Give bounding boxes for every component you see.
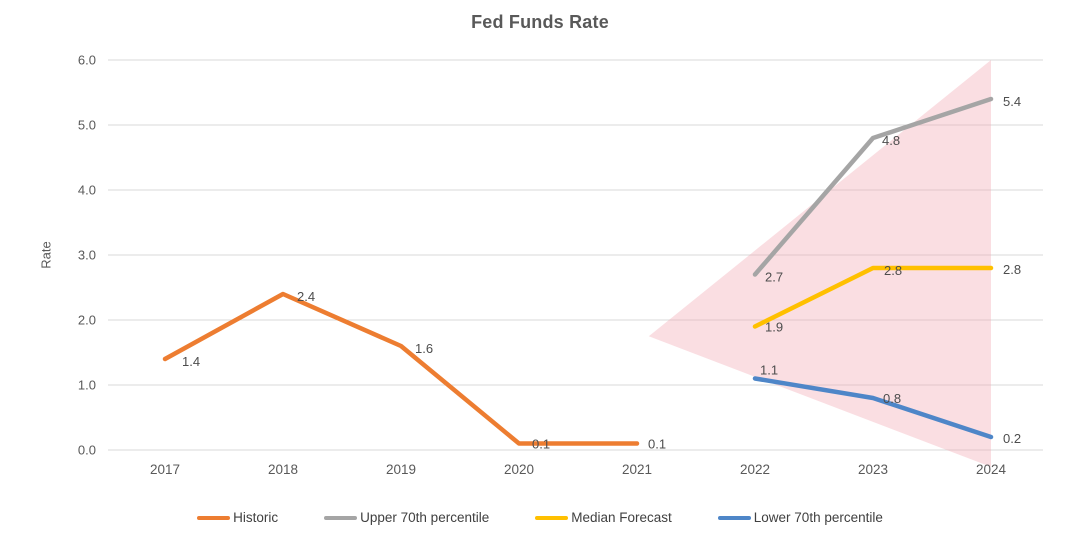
data-label: 0.2	[1003, 431, 1021, 446]
data-label: 2.8	[884, 263, 902, 278]
y-tick-label: 6.0	[78, 53, 96, 68]
y-tick-label: 4.0	[78, 183, 96, 198]
series-line-2	[752, 265, 994, 329]
data-label: 1.9	[765, 320, 783, 335]
data-label: 0.1	[532, 437, 550, 452]
x-tick-label: 2020	[504, 462, 534, 477]
y-tick-label: 3.0	[78, 248, 96, 263]
legend-label: Upper 70th percentile	[360, 510, 490, 525]
data-label: 0.1	[648, 437, 666, 452]
y-tick-label: 5.0	[78, 118, 96, 133]
data-label: 0.8	[883, 391, 901, 406]
y-tick-label: 2.0	[78, 313, 96, 328]
x-tick-label: 2017	[150, 462, 180, 477]
legend-swatch-icon	[324, 515, 358, 520]
x-tick-label: 2024	[976, 462, 1007, 477]
series-line-3	[752, 376, 994, 440]
y-tick-label: 1.0	[78, 378, 96, 393]
x-tick-label: 2022	[740, 462, 770, 477]
data-label: 2.7	[765, 270, 783, 285]
data-label: 2.8	[1003, 262, 1021, 277]
data-label: 1.4	[182, 354, 200, 369]
x-tick-label: 2021	[622, 462, 652, 477]
legend-swatch-icon	[197, 515, 231, 520]
series-line-0	[162, 291, 640, 446]
legend-item-0: Historic	[197, 510, 278, 525]
data-label: 5.4	[1003, 94, 1021, 109]
chart-title: Fed Funds Rate	[471, 12, 609, 32]
legend: Historic Upper 70th percentile Median Fore…	[0, 510, 1080, 525]
data-label: 1.6	[415, 341, 433, 356]
x-tick-label: 2023	[858, 462, 888, 477]
legend-item-3: Lower 70th percentile	[717, 510, 883, 525]
series-line-1	[752, 96, 994, 277]
legend-swatch-icon	[535, 515, 569, 520]
legend-label: Median Forecast	[571, 510, 672, 525]
legend-label: Lower 70th percentile	[753, 510, 883, 525]
x-tick-label: 2018	[268, 462, 298, 477]
fan-region	[648, 60, 991, 467]
x-tick-label: 2019	[386, 462, 416, 477]
data-label: 1.1	[760, 363, 778, 378]
data-label: 4.8	[882, 133, 900, 148]
data-label: 2.4	[297, 289, 315, 304]
legend-label: Historic	[233, 510, 279, 525]
legend-swatch-icon	[717, 515, 751, 520]
legend-item-1: Upper 70th percentile	[324, 510, 489, 525]
y-tick-label: 0.0	[78, 443, 96, 458]
legend-item-2: Median Forecast	[535, 510, 672, 525]
